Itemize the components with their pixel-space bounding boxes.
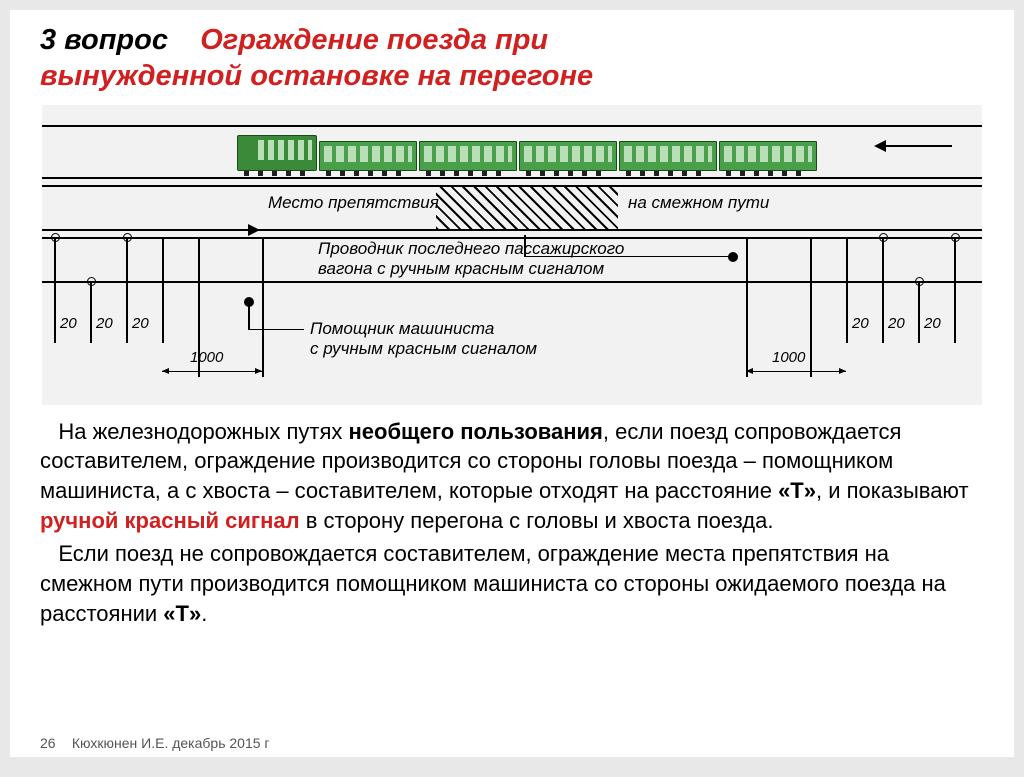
petard-tick	[846, 237, 848, 343]
text: На железнодорожных путях	[58, 419, 348, 444]
rail-line	[42, 125, 982, 127]
train	[237, 135, 817, 171]
dim-20: 20	[852, 315, 869, 332]
title-number: 3 вопрос	[40, 24, 168, 56]
dim-20: 20	[96, 315, 113, 332]
dim-arrow	[162, 371, 262, 372]
callout-helper-1: Помощник машиниста	[310, 319, 494, 339]
train-car	[519, 141, 617, 171]
direction-arrow-mid	[182, 229, 252, 231]
slide: 3 вопрос Ограждение поезда при вынужденн…	[10, 10, 1014, 757]
petard-tick	[54, 237, 56, 343]
petard-tick	[162, 237, 164, 343]
callout-helper-2: с ручным красным сигналом	[310, 339, 537, 359]
body-text: На железнодорожных путях необщего пользо…	[40, 417, 984, 629]
dim-20: 20	[924, 315, 941, 332]
slide-title: 3 вопрос Ограждение поезда при вынужденн…	[40, 22, 984, 95]
dim-1000: 1000	[190, 349, 223, 366]
petard-tick	[918, 281, 920, 343]
direction-arrow-top	[882, 145, 952, 147]
text-bold: «Т»	[778, 478, 816, 503]
petard-tick	[126, 237, 128, 343]
callout-conductor-2: вагона с ручным красным сигналом	[318, 259, 604, 279]
dim-tick	[262, 237, 264, 377]
petard-dot	[915, 277, 924, 286]
petard-tick	[90, 281, 92, 343]
diagram: Место препятствия на смежном пути Провод…	[42, 105, 982, 405]
dim-20: 20	[60, 315, 77, 332]
petard-tick	[810, 237, 812, 377]
rail-line	[42, 177, 982, 179]
train-car	[319, 141, 417, 171]
rail-line	[42, 281, 982, 283]
dim-20: 20	[888, 315, 905, 332]
dim-arrow	[746, 371, 846, 372]
obstacle-label-right: на смежном пути	[628, 193, 769, 213]
callout-line	[248, 305, 250, 329]
title-main-2: вынужденной остановке на перегоне	[40, 60, 593, 92]
petard-tick	[882, 237, 884, 343]
dim-1000: 1000	[772, 349, 805, 366]
callout-line	[248, 329, 304, 331]
dim-tick	[746, 237, 748, 377]
train-car	[419, 141, 517, 171]
footer-text: Кюхкюнен И.Е. декабрь 2015 г	[72, 735, 270, 751]
text-bold: «Т»	[163, 601, 201, 626]
locomotive	[237, 135, 317, 171]
text: , и показывают	[816, 478, 969, 503]
text-bold: необщего пользования	[348, 419, 602, 444]
petard-tick	[954, 237, 956, 343]
obstacle-hatch	[436, 187, 618, 229]
obstacle-label-left: Место препятствия	[268, 193, 439, 213]
paragraph-1: На железнодорожных путях необщего пользо…	[40, 417, 984, 536]
text: .	[201, 601, 207, 626]
paragraph-2: Если поезд не сопровождается составителе…	[40, 539, 984, 628]
train-car	[719, 141, 817, 171]
title-main-1: Ограждение поезда при	[200, 24, 548, 56]
petard-dot	[951, 233, 960, 242]
petard-dot	[879, 233, 888, 242]
text-red: ручной красный сигнал	[40, 508, 300, 533]
footer: 26 Кюхкюнен И.Е. декабрь 2015 г	[40, 735, 270, 751]
callout-conductor-1: Проводник последнего пассажирского	[318, 239, 624, 259]
text: в сторону перегона с головы и хвоста пое…	[300, 508, 774, 533]
dim-20: 20	[132, 315, 149, 332]
petard-dot	[123, 233, 132, 242]
petard-dot	[87, 277, 96, 286]
petard-dot	[51, 233, 60, 242]
train-car	[619, 141, 717, 171]
slide-number: 26	[40, 735, 68, 751]
